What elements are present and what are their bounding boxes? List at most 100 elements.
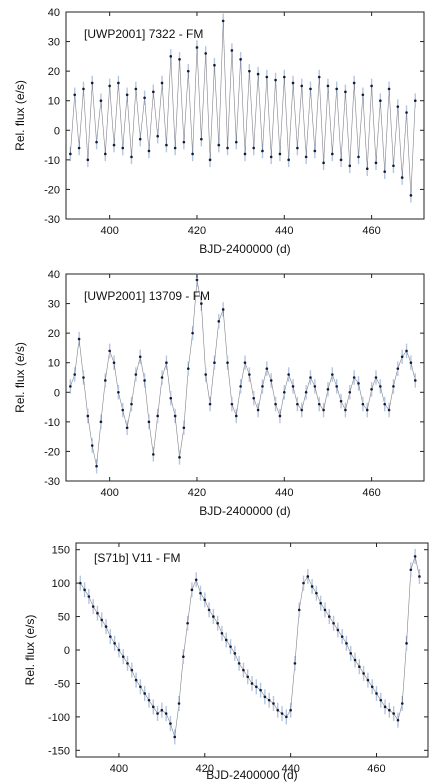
data-point (405, 111, 408, 114)
data-connector (314, 77, 320, 152)
data-connector (243, 669, 248, 677)
data-connector (100, 100, 106, 154)
data-connector (139, 97, 145, 140)
data-connector (179, 59, 185, 143)
data-connector (266, 368, 272, 381)
data-connector (410, 362, 416, 381)
data-connector (218, 309, 224, 322)
y-tick-label: 10 (48, 358, 60, 370)
data-connector (332, 374, 337, 387)
data-connector (209, 362, 215, 405)
data-connector (366, 389, 372, 411)
data-connector (249, 71, 255, 149)
data-connector (345, 91, 351, 166)
data-point (413, 99, 417, 103)
data-connector (178, 656, 184, 704)
y-tick-label: -30 (44, 476, 60, 488)
data-connector (153, 415, 158, 455)
data-point (69, 385, 72, 388)
data-connector (201, 303, 207, 375)
data-connector (290, 663, 296, 711)
data-point (152, 453, 155, 456)
data-connector (227, 362, 233, 405)
data-connector (286, 710, 291, 718)
data-connector (131, 374, 137, 405)
y-tick-label: 30 (48, 37, 60, 49)
data-connector (371, 686, 377, 694)
data-connector (135, 679, 141, 687)
y-tick-label: 40 (48, 269, 60, 281)
data-connector (231, 50, 237, 143)
data-connector (273, 703, 279, 711)
data-connector (196, 279, 202, 304)
data-point (418, 575, 421, 578)
data-connector (166, 56, 172, 146)
data-point (239, 385, 242, 388)
data-connector (170, 398, 176, 417)
data-connector (333, 623, 339, 631)
y-tick-label: -10 (44, 155, 60, 167)
y-tick-label: 150 (52, 545, 70, 557)
data-connector (191, 579, 197, 590)
y-tick-label: 0 (54, 387, 60, 399)
data-point (186, 69, 190, 73)
data-point (248, 69, 251, 73)
data-point (99, 420, 103, 424)
y-tick-label: -150 (48, 745, 70, 757)
data-point (152, 90, 155, 94)
data-connector (170, 723, 176, 738)
data-connector (118, 82, 124, 149)
data-connector (183, 71, 189, 143)
data-connector (371, 85, 377, 163)
data-connector (166, 362, 172, 399)
y-tick-label: -20 (44, 446, 60, 458)
data-connector (126, 94, 132, 157)
data-point (261, 385, 264, 388)
data-connector (288, 82, 294, 160)
data-connector (350, 653, 356, 661)
data-connector (97, 613, 103, 621)
y-tick-label: 40 (48, 7, 60, 19)
data-point (413, 379, 417, 382)
data-connector (340, 401, 346, 411)
data-connector (118, 392, 124, 411)
data-connector (161, 362, 167, 378)
data-connector (410, 100, 416, 196)
data-series (69, 272, 417, 474)
y-tick-label: -10 (44, 417, 60, 429)
data-connector (346, 643, 352, 654)
data-series (69, 13, 417, 203)
y-tick-label: 50 (58, 612, 70, 624)
data-connector (336, 386, 342, 402)
data-connector (196, 47, 202, 140)
data-connector (358, 383, 364, 405)
data-connector (324, 609, 330, 617)
data-connector (376, 693, 382, 701)
data-connector (363, 673, 369, 681)
plot-frame (65, 11, 425, 220)
data-connector (275, 404, 281, 417)
data-connector (135, 88, 141, 140)
data-connector (318, 77, 324, 163)
data-connector (192, 279, 198, 334)
data-connector (179, 427, 185, 458)
plot-frame (65, 273, 425, 482)
data-point (99, 99, 103, 103)
data-point (191, 331, 194, 335)
data-connector (100, 380, 106, 422)
data-connector (91, 445, 97, 467)
data-connector (393, 368, 399, 387)
data-point (121, 408, 125, 412)
data-connector (393, 713, 399, 721)
x-tick-label: 460 (367, 763, 385, 775)
data-connector (187, 333, 193, 369)
data-connector (122, 656, 128, 664)
data-point (117, 81, 120, 85)
data-point (370, 388, 373, 391)
y-tick-label: 100 (52, 578, 70, 590)
data-connector (131, 88, 137, 157)
data-connector (284, 374, 289, 393)
data-connector (161, 82, 167, 146)
data-point (121, 146, 125, 150)
data-connector (266, 77, 272, 157)
